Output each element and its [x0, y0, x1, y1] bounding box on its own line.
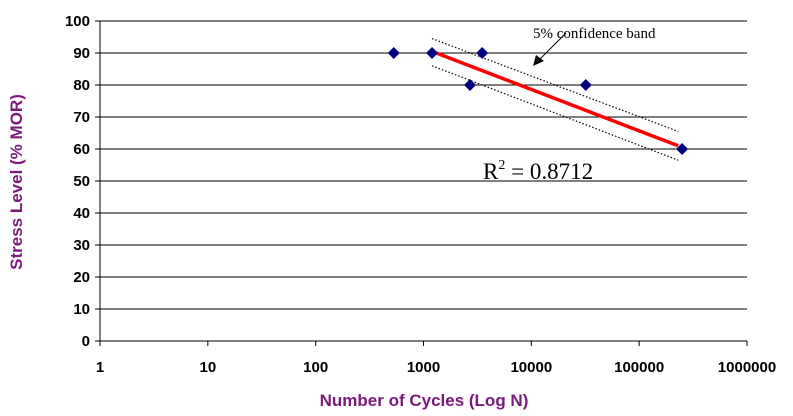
- trendline-line: [431, 49, 679, 148]
- x-tick-label: 100000: [614, 359, 664, 376]
- y-tick-label: 100: [65, 13, 90, 30]
- y-tick-label: 80: [73, 77, 90, 94]
- data-point: [426, 47, 439, 59]
- data-points: [387, 47, 689, 155]
- y-tick-label: 70: [73, 109, 90, 126]
- x-axis-title: Number of Cycles (Log N): [320, 391, 529, 410]
- x-tick-label: 1000: [407, 359, 440, 376]
- y-tick-label: 60: [73, 141, 90, 158]
- confidence-band-label: 5% confidence band: [533, 26, 656, 42]
- y-tick-label: 10: [73, 301, 90, 318]
- x-tick-label: 10: [199, 359, 216, 376]
- y-tick-label: 30: [73, 237, 90, 254]
- x-tick-label: 100: [303, 359, 328, 376]
- data-point: [387, 47, 400, 59]
- confidence-band-arrow: [533, 32, 567, 66]
- r-squared-superscript: 2: [498, 158, 505, 173]
- data-point: [464, 79, 477, 91]
- x-tick-label: 1000000: [718, 359, 776, 376]
- gridlines: [95, 20, 748, 346]
- trendline: [431, 49, 679, 148]
- data-point: [579, 79, 592, 91]
- axes: [99, 21, 747, 342]
- x-tick-label: 10000: [510, 359, 552, 376]
- y-tick-label: 40: [73, 205, 90, 222]
- y-tick-label: 0: [82, 333, 90, 350]
- r-squared-r: R: [483, 159, 499, 184]
- y-tick-label: 50: [73, 173, 90, 190]
- data-point: [476, 47, 489, 59]
- x-tick-label: 1: [96, 359, 104, 376]
- y-tick-label: 20: [73, 269, 90, 286]
- y-tick-label: 90: [73, 45, 90, 62]
- r-squared-value: = 0.8712: [505, 159, 593, 184]
- data-point: [676, 143, 689, 155]
- y-axis-title: Stress Level (% MOR): [7, 94, 26, 270]
- confidence-band-lower: [431, 65, 679, 161]
- r-squared-label: R2 = 0.8712: [483, 158, 593, 184]
